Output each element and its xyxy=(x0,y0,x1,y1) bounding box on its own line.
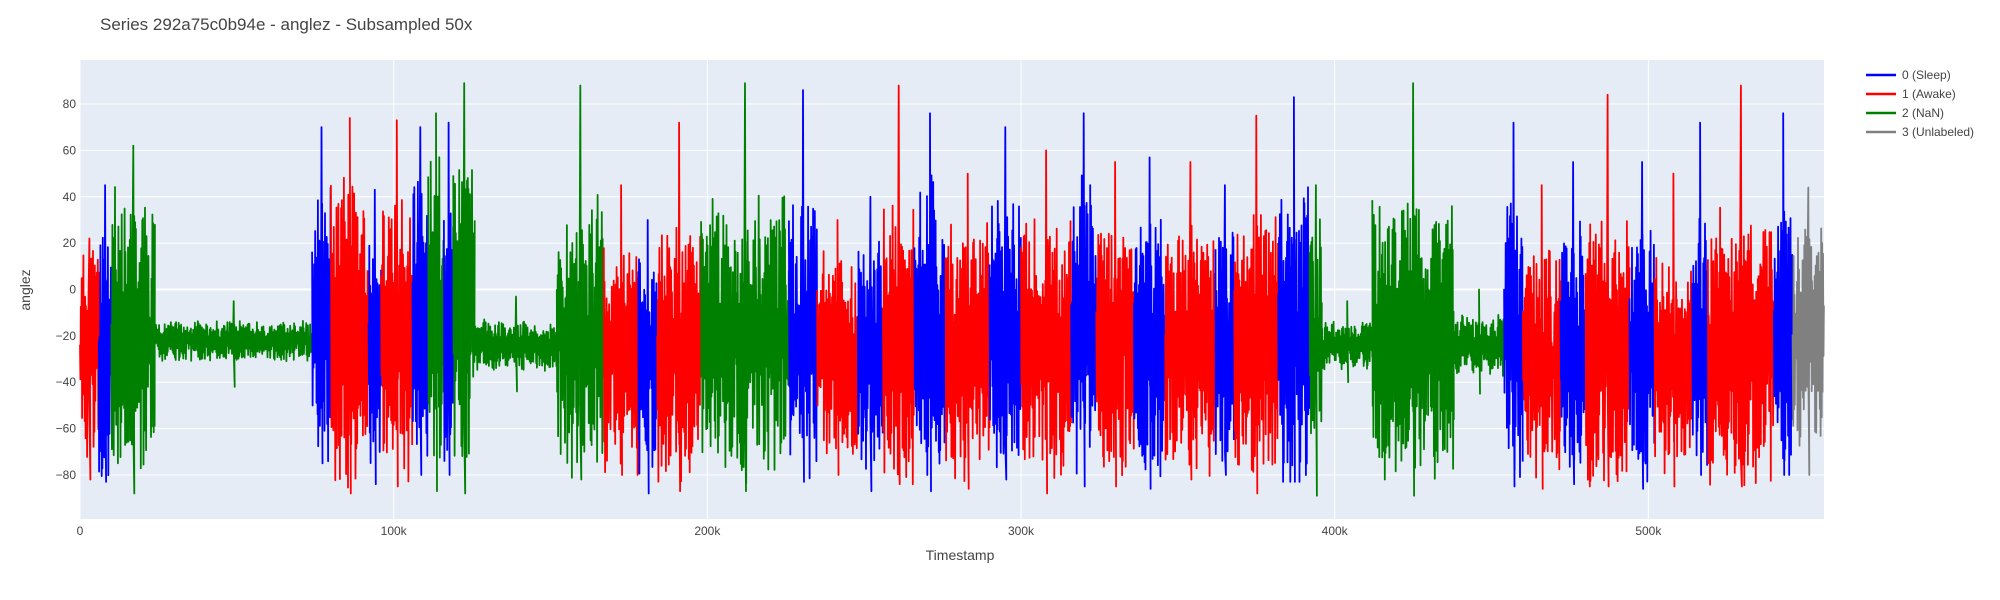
trace-segment-1-awake xyxy=(1164,161,1217,481)
y-tick-label: 80 xyxy=(63,97,77,111)
y-tick-label: −40 xyxy=(56,375,77,389)
trace-segment-1-awake xyxy=(944,172,991,490)
trace-segment-1-awake xyxy=(329,117,370,495)
legend-item[interactable]: 0 (Sleep) xyxy=(1902,68,1951,82)
trace-segment-0-sleep xyxy=(367,188,382,486)
y-tick-label: 60 xyxy=(63,143,77,157)
trace-segment-0-sleep xyxy=(97,184,112,483)
trace-segment-0-sleep xyxy=(1503,121,1524,488)
x-tick-label: 400k xyxy=(1322,524,1349,538)
trace-segment-2-nan xyxy=(1321,300,1374,384)
trace-segment-2-nan xyxy=(700,82,790,493)
legend-item[interactable]: 3 (Unlabeled) xyxy=(1902,125,1974,139)
trace-segment-1-awake xyxy=(656,121,702,493)
trace-segment-0-sleep xyxy=(1628,161,1656,490)
trace-segment-0-sleep xyxy=(1214,184,1235,476)
trace-segment-0-sleep xyxy=(988,126,1022,481)
legend-item[interactable]: 1 (Awake) xyxy=(1902,87,1956,101)
legend: 0 (Sleep) 1 (Awake) 2 (NaN) 3 (Unlabeled) xyxy=(1866,68,1974,139)
trace-segment-0-sleep xyxy=(788,89,818,483)
trace-segment-0-sleep xyxy=(913,112,947,493)
trace-segment-1-awake xyxy=(1707,84,1775,488)
trace-segment-1-awake xyxy=(1020,149,1072,495)
trace-segment-0-sleep xyxy=(411,126,429,476)
x-axis-title: Timestamp xyxy=(926,547,995,563)
x-tick-label: 200k xyxy=(694,524,721,538)
y-axis-title: anglez xyxy=(17,269,33,310)
trace-segment-1-awake xyxy=(1584,93,1631,488)
trace-segment-2-nan xyxy=(555,84,605,481)
trace-segment-1-awake xyxy=(1233,114,1279,495)
chart-title: Series 292a75c0b94e - anglez - Subsample… xyxy=(100,15,473,34)
y-tick-label: −60 xyxy=(56,422,77,436)
legend-item[interactable]: 2 (NaN) xyxy=(1902,106,1944,120)
y-tick-label: −80 xyxy=(56,468,77,482)
trace-segment-0-sleep xyxy=(1559,161,1587,486)
trace-segment-2-nan xyxy=(427,112,445,493)
trace-segment-2-nan xyxy=(452,82,476,495)
x-tick-label: 100k xyxy=(381,524,408,538)
trace-segment-2-nan xyxy=(1308,184,1323,497)
trace-segment-0-sleep xyxy=(442,121,455,476)
trace-segment-1-awake xyxy=(1522,184,1562,490)
trace-segment-3-unlabeled xyxy=(1791,186,1825,476)
trace-segment-0-sleep xyxy=(1133,156,1166,490)
x-tick-label: 300k xyxy=(1008,524,1035,538)
y-tick-label: −20 xyxy=(56,329,77,343)
trace-segment-0-sleep xyxy=(857,195,884,493)
trace-segment-2-nan xyxy=(110,144,156,495)
trace-segment-0-sleep xyxy=(1277,96,1311,483)
trace-segment-0-sleep xyxy=(1691,121,1709,476)
trace-segment-2-nan xyxy=(154,300,313,388)
trace-layer xyxy=(79,82,1825,497)
trace-segment-0-sleep xyxy=(311,126,332,465)
trace-segment-1-awake xyxy=(79,237,100,481)
trace-segment-1-awake xyxy=(602,184,639,476)
y-tick-label: 40 xyxy=(63,190,77,204)
trace-segment-1-awake xyxy=(1095,161,1135,488)
trace-segment-2-nan xyxy=(1453,288,1505,395)
y-tick-label: 20 xyxy=(63,236,77,250)
y-axis-ticks: −80 −60 −40 −20 0 20 40 60 80 xyxy=(56,97,77,482)
trace-segment-1-awake xyxy=(816,219,859,476)
trace-segment-0-sleep xyxy=(1772,112,1794,476)
trace-segment-2-nan xyxy=(1371,82,1455,497)
trace-segment-0-sleep xyxy=(1070,112,1097,488)
x-tick-label: 0 xyxy=(77,524,84,538)
trace-segment-1-awake xyxy=(882,84,915,486)
x-tick-label: 500k xyxy=(1635,524,1662,538)
x-axis-ticks: 0 100k 200k 300k 400k 500k xyxy=(77,524,1663,538)
trace-segment-0-sleep xyxy=(637,219,658,495)
y-tick-label: 0 xyxy=(69,283,76,297)
trace-segment-1-awake xyxy=(380,119,414,488)
trace-segment-2-nan xyxy=(474,295,558,393)
trace-segment-1-awake xyxy=(1653,172,1693,488)
